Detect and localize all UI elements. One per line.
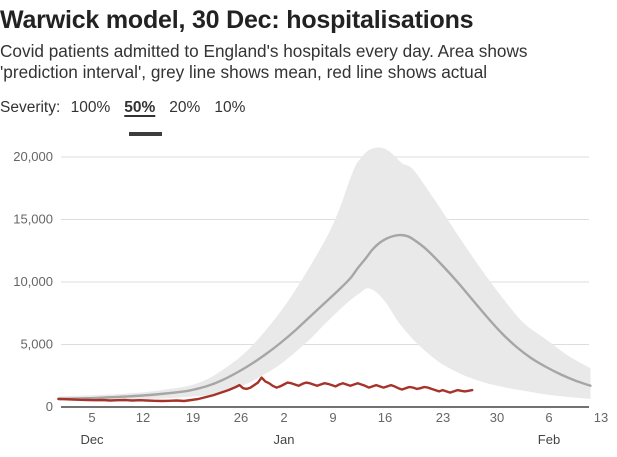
svg-text:5: 5 <box>88 410 95 425</box>
svg-text:16: 16 <box>378 410 392 425</box>
svg-text:6: 6 <box>545 410 552 425</box>
svg-text:Jan: Jan <box>274 432 295 447</box>
svg-text:30: 30 <box>490 410 504 425</box>
svg-text:12: 12 <box>136 410 150 425</box>
svg-text:13: 13 <box>594 410 608 425</box>
svg-text:0: 0 <box>46 399 53 414</box>
svg-text:10,000: 10,000 <box>13 274 53 289</box>
svg-text:23: 23 <box>436 410 450 425</box>
svg-text:20,000: 20,000 <box>13 149 53 164</box>
svg-text:19: 19 <box>186 410 200 425</box>
svg-text:26: 26 <box>234 410 248 425</box>
svg-text:15,000: 15,000 <box>13 212 53 227</box>
svg-text:9: 9 <box>329 410 336 425</box>
svg-text:Feb: Feb <box>538 432 560 447</box>
svg-text:2: 2 <box>280 410 287 425</box>
svg-text:5,000: 5,000 <box>20 337 53 352</box>
svg-text:Dec: Dec <box>80 432 104 447</box>
